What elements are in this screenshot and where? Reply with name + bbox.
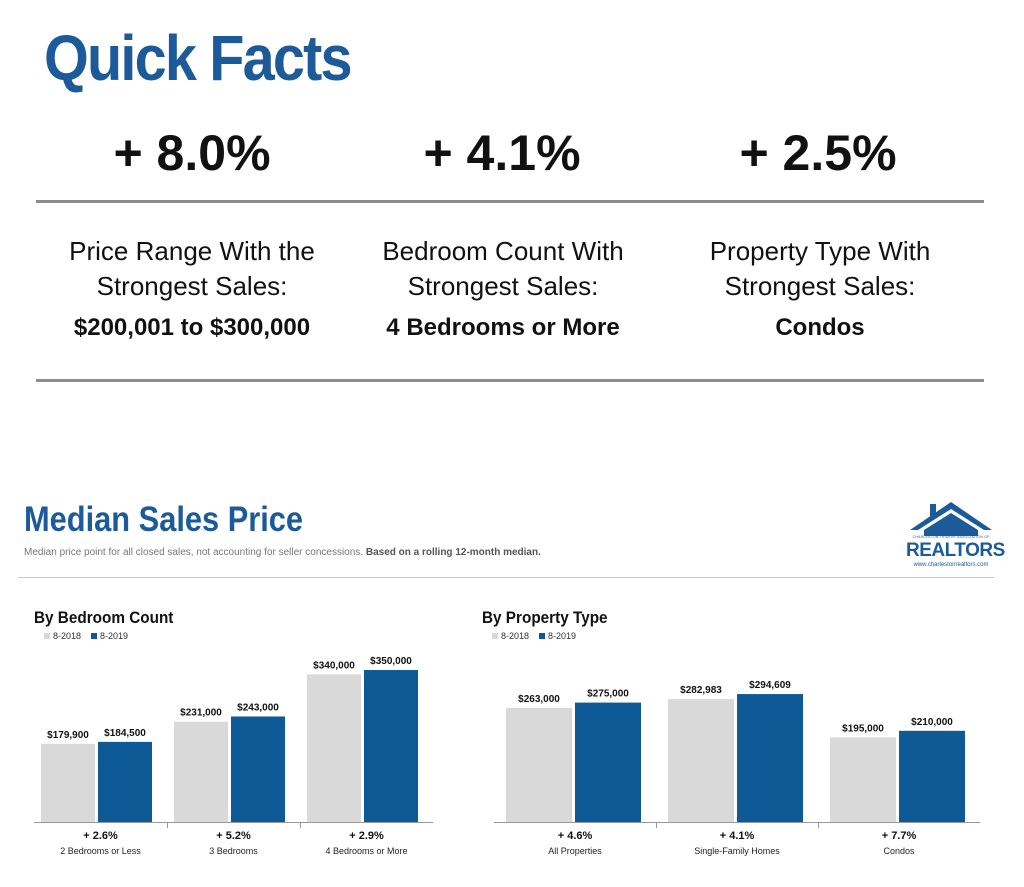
median-sales-price-subtitle: Median price point for all closed sales,… xyxy=(24,547,541,558)
quick-facts-title: Quick Facts xyxy=(44,22,353,94)
bar-8-2018 xyxy=(307,674,361,822)
bar-value-label: $231,000 xyxy=(180,708,222,719)
fact-value: $200,001 to $300,000 xyxy=(73,314,311,341)
bar-8-2018 xyxy=(506,707,572,822)
bar-value-label: $350,000 xyxy=(370,656,412,667)
bar-value-label: $275,000 xyxy=(587,689,629,700)
fact-value: Condos xyxy=(775,314,865,341)
median-sales-price-title: Median Sales Price xyxy=(24,500,304,539)
bar-value-label: $179,900 xyxy=(47,730,89,741)
realtors-logo: CHARLESTON TRIDENT ASSOCIATION OF REALTO… xyxy=(906,500,1005,572)
fact-label-line: Property Type With xyxy=(709,236,931,266)
chart-title-property: By Property Type xyxy=(482,608,608,627)
logo-wordmark: REALTORS xyxy=(906,540,1005,561)
bar-value-label: $184,500 xyxy=(104,728,146,739)
bar-value-label: $282,983 xyxy=(680,685,722,696)
legend-item-2018: 8-2018 xyxy=(492,631,529,641)
change-label: + 5.2% xyxy=(216,830,251,842)
fact-label-line: Bedroom Count With xyxy=(382,236,624,266)
legend-label: 8-2019 xyxy=(100,631,129,641)
bar-value-label: $263,000 xyxy=(518,694,560,705)
category-label: Condos xyxy=(883,846,915,856)
bar-8-2018 xyxy=(830,737,896,822)
change-label: + 4.6% xyxy=(558,830,593,842)
divider-top xyxy=(36,200,984,203)
change-label: + 7.7% xyxy=(882,830,917,842)
legend-item-2018: 8-2018 xyxy=(44,631,81,641)
fact-label-line: Strongest Sales: xyxy=(96,271,288,301)
bedroom-count-chart: $179,900 $184,500 + 2.6% 2 Bedrooms or Less… xyxy=(34,656,433,856)
house-roof-icon xyxy=(910,502,992,536)
bar-8-2018 xyxy=(41,743,95,822)
category-label: All Properties xyxy=(548,846,602,856)
legend-label: 8-2019 xyxy=(548,631,577,641)
category-label: 3 Bedrooms xyxy=(209,846,258,856)
fact-label-line: Strongest Sales: xyxy=(724,271,916,301)
bar-value-label: $294,609 xyxy=(749,680,791,691)
bar-8-2019 xyxy=(98,741,152,822)
fact-label-line: Strongest Sales: xyxy=(407,271,599,301)
fact-label-line: Price Range With the xyxy=(69,236,315,266)
legend-item-2019: 8-2019 xyxy=(91,631,128,641)
chart-legend-property: 8-2018 8-2019 xyxy=(492,631,576,641)
bar-value-label: $243,000 xyxy=(237,702,279,713)
subtitle-text: Median price point for all closed sales,… xyxy=(24,547,364,558)
bar-8-2018 xyxy=(174,721,228,822)
category-label: 2 Bedrooms or Less xyxy=(60,846,141,856)
bar-8-2019 xyxy=(737,694,803,822)
legend-swatch-2019 xyxy=(91,633,98,639)
logo-small-text: CHARLESTON TRIDENT ASSOCIATION OF xyxy=(912,535,990,539)
bar-8-2019 xyxy=(364,670,418,822)
bar-value-label: $340,000 xyxy=(313,660,355,671)
subtitle-bold-text: Based on a rolling 12-month median. xyxy=(365,547,541,558)
legend-item-2019: 8-2019 xyxy=(539,631,576,641)
legend-label: 8-2018 xyxy=(501,631,530,641)
fact-property-type: Property Type With Strongest Sales: Cond… xyxy=(655,234,985,342)
bar-8-2019 xyxy=(899,730,965,822)
stat-bedroom-change: + 4.1% xyxy=(423,125,581,181)
fact-value: 4 Bedrooms or More xyxy=(386,314,620,341)
bar-value-label: $195,000 xyxy=(842,723,884,734)
legend-swatch-2018 xyxy=(492,633,498,639)
category-label: 4 Bedrooms or More xyxy=(325,846,407,856)
category-label: Single-Family Homes xyxy=(694,846,780,856)
legend-swatch-2018 xyxy=(44,633,50,639)
stat-property-type-change: + 2.5% xyxy=(739,125,897,181)
chart-title-bedroom: By Bedroom Count xyxy=(34,608,174,627)
bar-8-2018 xyxy=(668,699,734,822)
bar-8-2019 xyxy=(231,716,285,822)
chart-legend-bedroom: 8-2018 8-2019 xyxy=(44,631,128,641)
change-label: + 2.6% xyxy=(83,830,118,842)
bar-8-2019 xyxy=(575,702,641,822)
property-type-chart: $263,000 $275,000 + 4.6% All Properties $282… xyxy=(494,680,980,856)
stat-price-range-change: + 8.0% xyxy=(113,125,271,181)
divider-bottom xyxy=(36,379,984,382)
change-label: + 4.1% xyxy=(720,830,755,842)
logo-url: www.charlestonrealtors.com xyxy=(913,562,989,568)
change-label: + 2.9% xyxy=(349,830,384,842)
section-divider xyxy=(18,577,994,578)
legend-label: 8-2018 xyxy=(53,631,82,641)
bar-value-label: $210,000 xyxy=(911,717,953,728)
fact-bedroom-count: Bedroom Count With Strongest Sales: 4 Be… xyxy=(338,234,668,342)
fact-price-range: Price Range With the Strongest Sales: $2… xyxy=(27,234,357,342)
legend-swatch-2019 xyxy=(539,633,546,639)
